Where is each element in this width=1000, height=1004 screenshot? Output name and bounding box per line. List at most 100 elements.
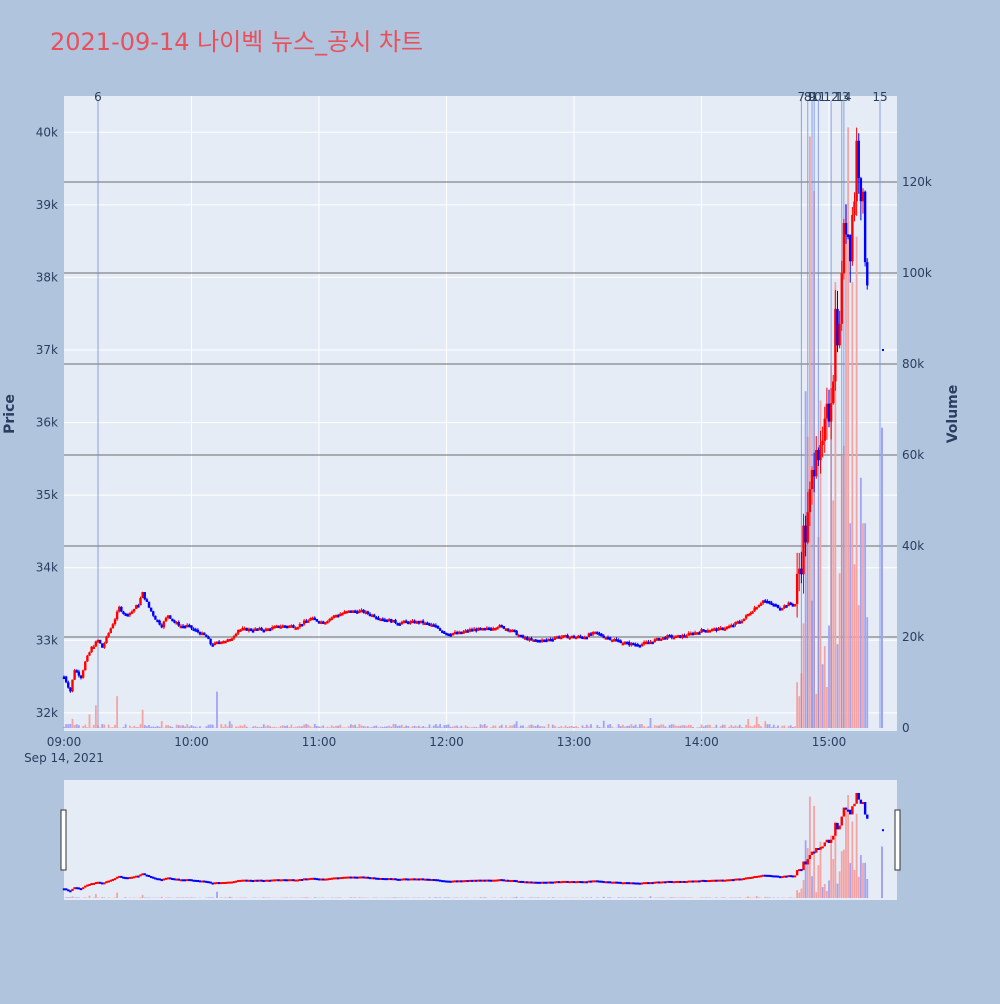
mini-candle — [201, 880, 203, 882]
candle-body — [724, 628, 726, 631]
mini-candle — [779, 876, 781, 878]
volume-bar — [856, 237, 858, 728]
mini-candle — [530, 881, 532, 883]
mini-candle — [222, 882, 224, 884]
volume-bar — [403, 727, 405, 728]
volume-bar — [599, 727, 601, 728]
volume-bar — [314, 724, 316, 728]
volume-bar — [392, 724, 394, 728]
candle-body — [411, 621, 413, 624]
mini-candle — [679, 881, 681, 883]
mini-volume-bar — [758, 897, 760, 898]
mini-candle — [722, 880, 724, 882]
volume-bar — [125, 724, 127, 728]
mini-candle — [513, 880, 515, 882]
price-axis-title: Price — [2, 394, 18, 434]
mini-candle — [333, 877, 335, 879]
volume-bar — [471, 727, 473, 728]
mini-volume-bar — [822, 887, 824, 898]
mini-candle — [828, 840, 830, 843]
volume-bar — [839, 573, 841, 728]
mini-candle — [103, 882, 105, 884]
volume-bar — [290, 725, 292, 728]
mini-volume-bar — [392, 897, 394, 898]
candle-body — [84, 661, 86, 670]
mini-candle — [209, 882, 211, 884]
range-slider-left-handle[interactable] — [61, 810, 66, 870]
mini-candle — [169, 877, 171, 879]
volume-bar — [766, 724, 768, 728]
mini-volume-bar — [67, 897, 69, 898]
volume-bar — [458, 727, 460, 728]
volume-bar — [225, 724, 227, 728]
candle-body — [698, 632, 700, 635]
mini-candle — [866, 815, 868, 819]
mini-candle — [212, 883, 214, 885]
volume-bar — [705, 725, 707, 728]
mini-candle — [471, 880, 473, 882]
mini-candle — [205, 881, 207, 883]
mini-candle — [783, 876, 785, 878]
mini-volume-bar — [618, 897, 620, 898]
mini-candle — [447, 881, 449, 883]
candle-body — [82, 670, 84, 677]
mini-candle — [437, 879, 439, 881]
candle-body — [212, 644, 214, 647]
mini-candle — [790, 875, 792, 877]
mini-volume-bar — [635, 897, 637, 898]
mini-candle — [524, 881, 526, 883]
candle-body — [171, 619, 173, 622]
volume-bar — [815, 694, 817, 728]
mini-candle — [777, 876, 779, 878]
volume-bar — [686, 726, 688, 728]
range-slider-right-handle[interactable] — [895, 810, 900, 870]
volume-bar — [210, 724, 212, 728]
mini-volume-bar — [446, 897, 448, 898]
volume-bar — [480, 724, 482, 728]
mini-candle — [384, 878, 386, 880]
mini-candle — [367, 877, 369, 879]
mini-candle — [184, 879, 186, 881]
candle-body — [790, 603, 792, 606]
volume-bar — [350, 724, 352, 728]
mini-candle — [314, 878, 316, 880]
mini-candle — [358, 877, 360, 879]
main-plot-area[interactable] — [64, 96, 897, 731]
candle-body — [817, 450, 819, 460]
mini-volume-bar — [76, 897, 78, 898]
candle-body — [292, 625, 294, 628]
mini-candle — [853, 804, 855, 806]
mini-candle — [560, 881, 562, 883]
mini-candle — [637, 883, 639, 885]
candle-body — [379, 619, 381, 622]
candle-body — [175, 622, 177, 625]
mini-candle — [762, 875, 764, 877]
mini-candle — [76, 887, 78, 889]
mini-volume-bar — [552, 897, 554, 898]
candle-body — [828, 404, 830, 422]
candle-body — [107, 633, 109, 636]
candle-body — [407, 622, 409, 625]
volume-bar — [803, 623, 805, 728]
volume-bar — [416, 726, 418, 728]
mini-volume-bar — [701, 897, 703, 898]
volume-bar — [235, 726, 237, 728]
mini-candle — [575, 881, 577, 883]
mini-candle — [734, 879, 736, 881]
mini-candle — [254, 880, 256, 882]
mini-volume-bar — [212, 897, 214, 898]
candle-body — [456, 632, 458, 635]
candle-body — [530, 638, 532, 641]
mini-volume-bar — [537, 897, 539, 898]
mini-candle — [118, 876, 120, 878]
candle-body — [207, 637, 209, 640]
mini-candle — [641, 883, 643, 885]
volume-bar — [749, 726, 751, 728]
range-slider[interactable] — [64, 780, 897, 900]
candle-body — [124, 613, 126, 616]
mini-volume-bar — [401, 897, 403, 898]
mini-candle — [307, 878, 309, 880]
mini-candle — [256, 880, 258, 882]
mini-candle — [218, 882, 220, 884]
candle-body — [577, 636, 579, 639]
